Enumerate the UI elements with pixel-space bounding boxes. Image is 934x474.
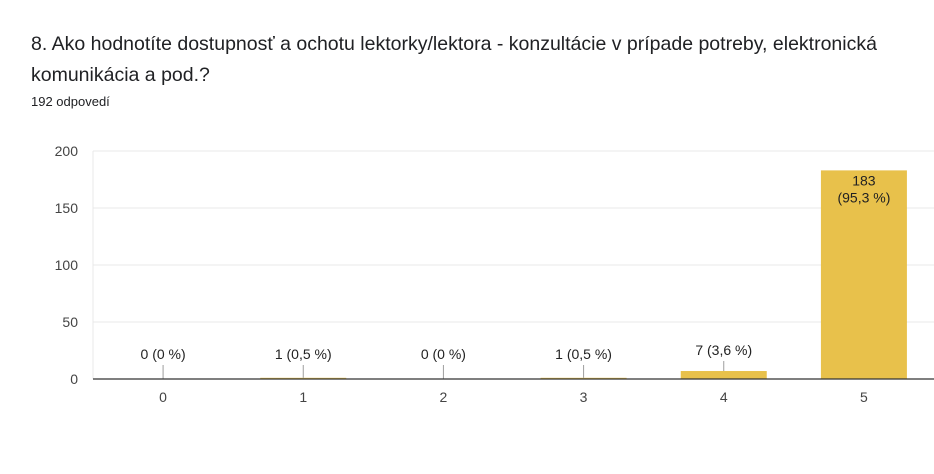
response-count: 192 odpovedí xyxy=(31,94,110,109)
y-tick-label: 0 xyxy=(70,371,78,387)
y-tick-label: 50 xyxy=(62,314,78,330)
data-label: 1 (0,5 %) xyxy=(555,346,612,362)
x-tick-label: 1 xyxy=(299,389,307,405)
data-label: 0 (0 %) xyxy=(421,346,466,362)
y-tick-label: 150 xyxy=(55,200,79,216)
data-label: 1 (0,5 %) xyxy=(275,346,332,362)
bar xyxy=(820,170,907,379)
y-tick-label: 200 xyxy=(55,143,79,159)
x-tick-label: 5 xyxy=(860,389,868,405)
data-label: 7 (3,6 %) xyxy=(695,342,752,358)
bar xyxy=(680,371,767,379)
x-tick-label: 2 xyxy=(440,389,448,405)
x-tick-label: 4 xyxy=(720,389,728,405)
x-tick-label: 3 xyxy=(580,389,588,405)
data-label: 183 (95,3 %) xyxy=(837,172,890,205)
x-tick-label: 0 xyxy=(159,389,167,405)
y-tick-label: 100 xyxy=(55,257,79,273)
data-label: 0 (0 %) xyxy=(141,346,186,362)
question-title: 8. Ako hodnotíte dostupnosť a ochotu lek… xyxy=(31,33,877,86)
